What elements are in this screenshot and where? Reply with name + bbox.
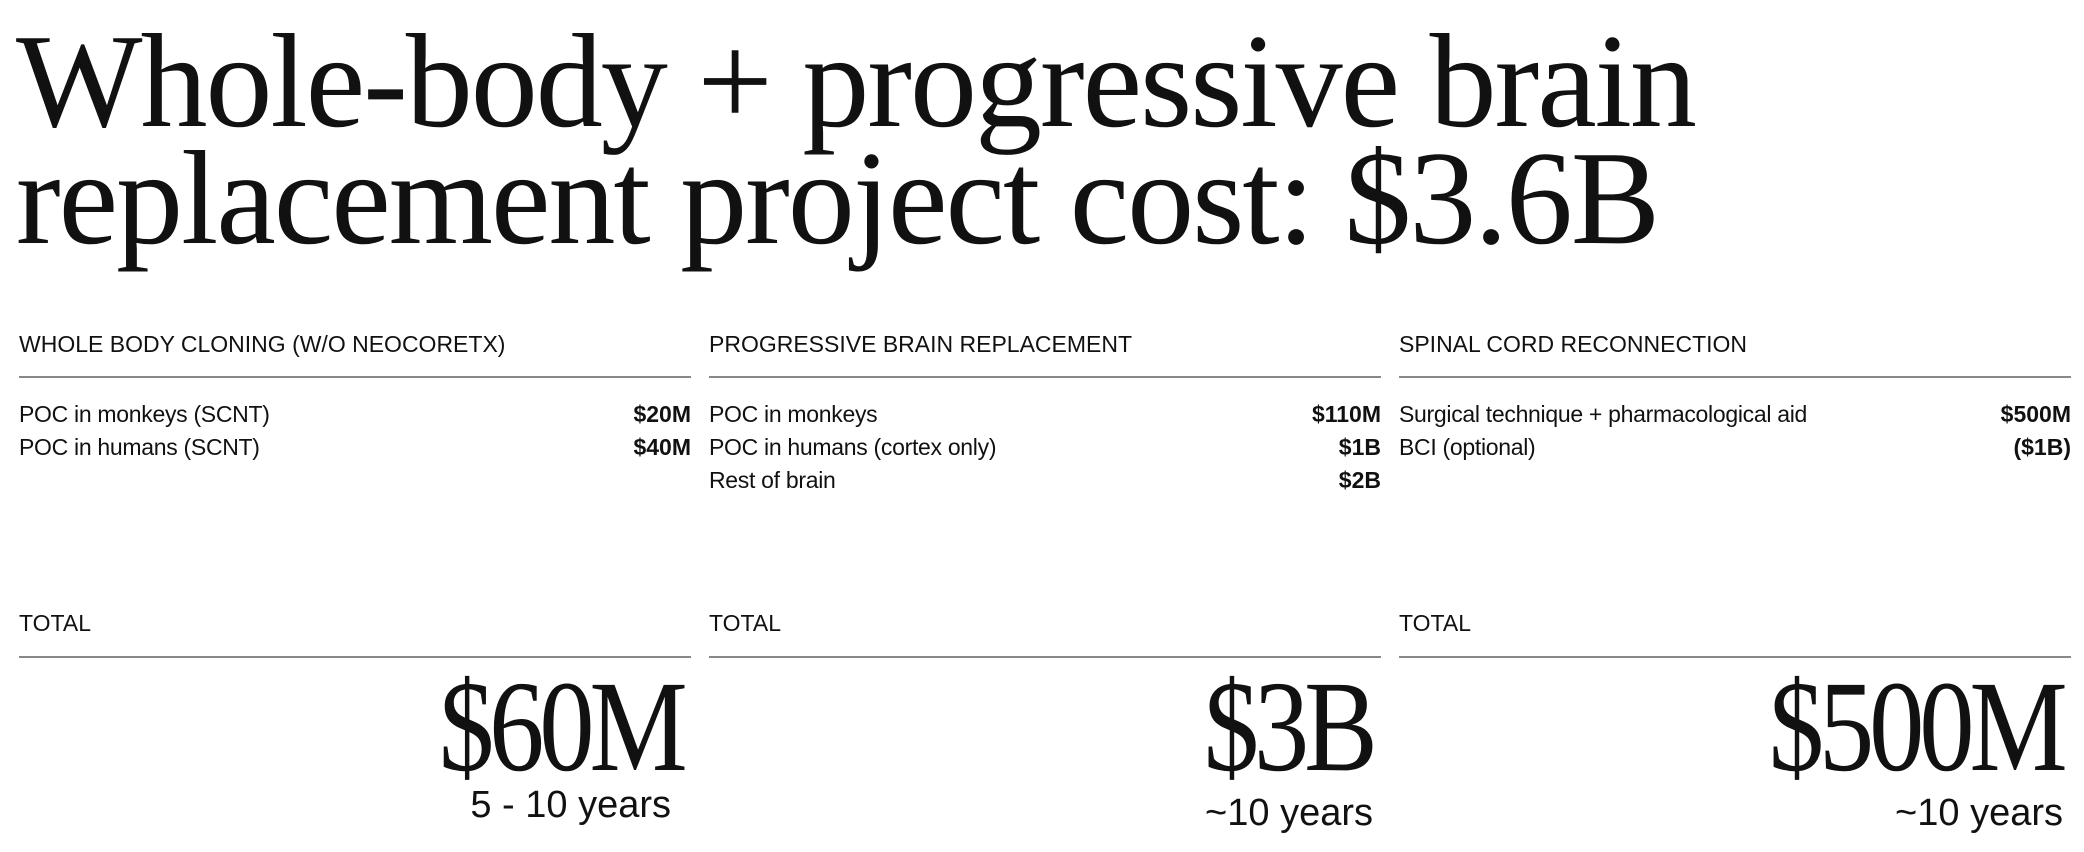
item-label: BCI (optional): [1399, 434, 1536, 460]
item-value: $500M: [2000, 401, 2071, 427]
duration: ~10 years: [1205, 792, 1373, 834]
column-heading: WHOLE BODY CLONING (W/O NEOCORETX): [19, 331, 506, 357]
duration: ~10 years: [1895, 792, 2063, 834]
item-label: POC in humans (cortex only): [709, 434, 997, 460]
title: replacement project cost: $3.6B: [16, 124, 1660, 272]
cost-column: WHOLE BODY CLONING (W/O NEOCORETX) POC in…: [19, 0, 691, 852]
cost-column: SPINAL CORD RECONNECTION Surgical techniq…: [1399, 0, 2071, 852]
item-value: $40M: [633, 434, 691, 460]
item-label: POC in monkeys: [709, 401, 878, 427]
item-label: POC in monkeys (SCNT): [19, 401, 270, 427]
item-label: Rest of brain: [709, 467, 836, 493]
cost-column: PROGRESSIVE BRAIN REPLACEMENT POC in monk…: [709, 0, 1381, 852]
item-label: POC in humans (SCNT): [19, 434, 260, 460]
total-value: $60M: [439, 655, 688, 799]
divider: [1399, 376, 2071, 378]
divider: [709, 376, 1381, 378]
item-value: $110M: [1311, 401, 1381, 427]
total-label: TOTAL: [19, 610, 91, 636]
total-value: $3B: [1204, 655, 1378, 799]
item-value: $1B: [1338, 434, 1381, 460]
divider: [19, 656, 691, 658]
item-value: ($1B): [2013, 434, 2071, 460]
title: Whole-body + progressive brain: [16, 7, 1697, 155]
duration: 5 - 10 years: [470, 784, 671, 826]
total-value: $500M: [1769, 655, 2068, 799]
column-heading: SPINAL CORD RECONNECTION: [1399, 331, 1748, 357]
divider: [1399, 656, 2071, 658]
total-label: TOTAL: [709, 610, 781, 636]
divider: [19, 376, 691, 378]
total-label: TOTAL: [1399, 610, 1471, 636]
divider: [709, 656, 1381, 658]
item-value: $2B: [1338, 467, 1381, 493]
item-label: Surgical technique + pharmacological aid: [1399, 401, 1808, 427]
column-heading: PROGRESSIVE BRAIN REPLACEMENT: [709, 331, 1133, 357]
item-value: $20M: [633, 401, 691, 427]
